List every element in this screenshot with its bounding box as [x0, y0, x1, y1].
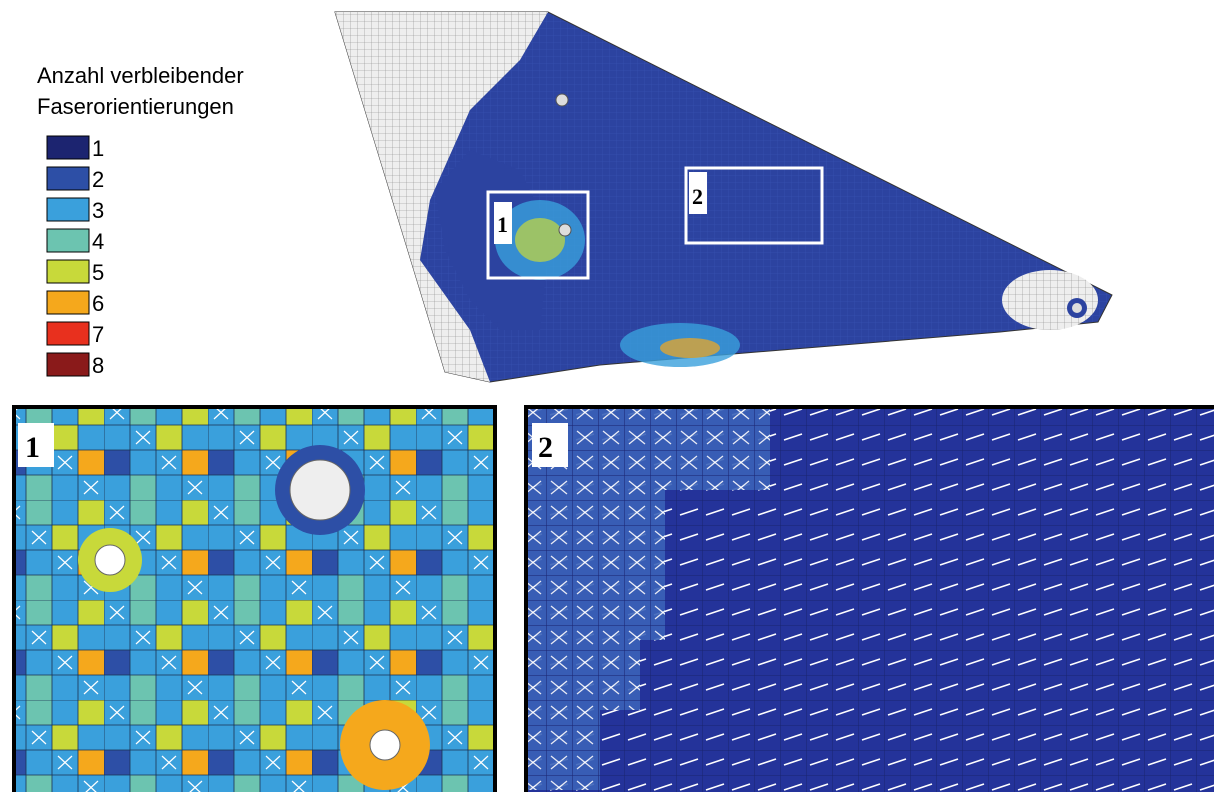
legend: 1 2 3 4 5 6 7 8: [47, 136, 104, 378]
legend-swatch: [47, 136, 89, 159]
legend-swatch: [47, 353, 89, 376]
legend-label: 2: [92, 167, 104, 192]
panel-1-image: [14, 407, 495, 792]
legend-label: 4: [92, 229, 104, 254]
legend-title: Anzahl verbleibender: [37, 63, 244, 88]
figure: Anzahl verbleibender Faserorientierungen…: [0, 0, 1214, 792]
region-label: 2: [692, 184, 703, 209]
hole: [559, 224, 571, 236]
hot-spot: [515, 218, 565, 262]
legend-swatch: [47, 291, 89, 314]
hole: [556, 94, 568, 106]
legend-label: 8: [92, 353, 104, 378]
legend-swatch: [47, 167, 89, 190]
legend-label: 7: [92, 322, 104, 347]
legend-swatch: [47, 322, 89, 345]
legend-label: 1: [92, 136, 104, 161]
legend-label: 3: [92, 198, 104, 223]
legend-swatch: [47, 198, 89, 221]
legend-label: 6: [92, 291, 104, 316]
panel-label: 2: [538, 431, 553, 464]
hole: [1072, 303, 1082, 313]
panel-2-image: [526, 407, 1214, 792]
legend-swatch: [47, 260, 89, 283]
legend-title: Faserorientierungen: [37, 94, 234, 119]
uncovered-area: [1002, 270, 1098, 330]
hot-spot: [660, 338, 720, 358]
legend-swatch: [47, 229, 89, 252]
region-label: 1: [497, 212, 508, 237]
panel-label: 1: [25, 431, 40, 464]
legend-label: 5: [92, 260, 104, 285]
